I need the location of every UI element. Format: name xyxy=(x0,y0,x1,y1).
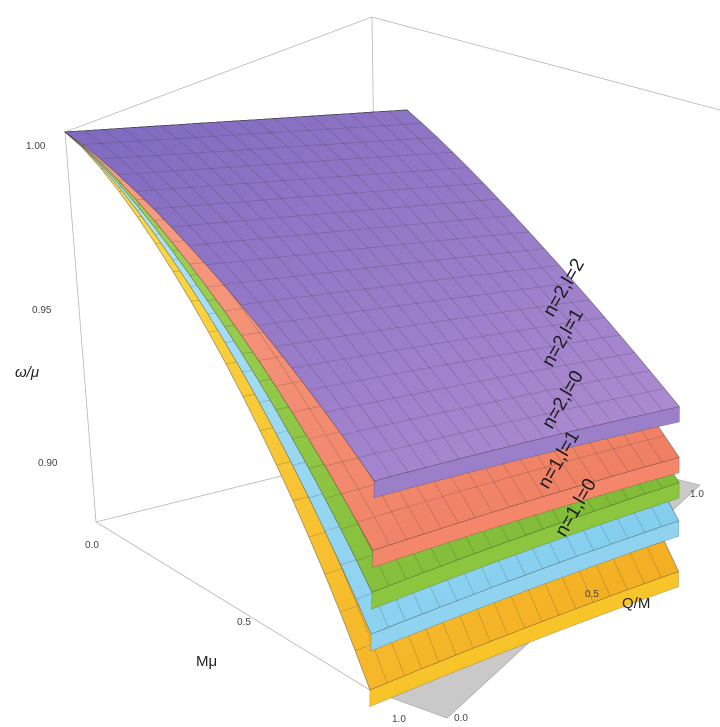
mesh-line xyxy=(292,117,579,431)
mesh-line xyxy=(341,370,650,436)
mesh-line xyxy=(82,122,423,145)
y-tick-label: 1.0 xyxy=(392,714,406,725)
mesh-line xyxy=(240,265,560,306)
surface-front-edge xyxy=(371,482,680,610)
x-tick-label: 1.0 xyxy=(690,489,704,500)
y-axis-ticks: 0.0 0.5 1.0 xyxy=(85,540,406,725)
mesh-line xyxy=(153,182,484,210)
y-axis-title: Mμ xyxy=(196,653,217,670)
mesh-line xyxy=(171,198,499,228)
mesh-line xyxy=(387,110,663,411)
z-tick-label: 0.90 xyxy=(38,458,58,469)
mesh-line xyxy=(274,299,590,347)
x-tick-label: 0.0 xyxy=(454,713,468,724)
mesh-line xyxy=(235,120,528,443)
mesh-line xyxy=(159,125,460,460)
mesh-line xyxy=(188,215,514,246)
surface-front-edge xyxy=(369,571,679,708)
mesh-line xyxy=(357,435,665,523)
x-tick-label: 0.5 xyxy=(585,589,599,600)
surface-n-2-l-2 xyxy=(63,109,681,499)
x-axis-title: Q/M xyxy=(622,595,650,612)
mesh-line xyxy=(206,231,530,266)
mesh-line xyxy=(197,123,494,451)
mesh-line xyxy=(325,352,635,413)
mesh-line xyxy=(135,167,469,192)
mesh-line xyxy=(273,118,562,435)
mesh-line xyxy=(368,112,646,415)
mesh-line xyxy=(257,282,575,326)
mesh-line xyxy=(254,119,545,439)
surface-sheet xyxy=(63,109,681,482)
surface-front-edge xyxy=(372,457,680,568)
z-tick-label: 1.00 xyxy=(26,141,46,152)
y-tick-label: 0.0 xyxy=(85,540,99,551)
mesh-line xyxy=(358,388,665,459)
mesh-line xyxy=(311,115,596,427)
surfaces xyxy=(63,109,681,708)
y-tick-label: 0.5 xyxy=(237,617,251,628)
surface-front-edge xyxy=(370,520,680,652)
z-tick-label: 0.95 xyxy=(32,305,52,316)
surface-front-edge xyxy=(373,406,680,499)
mesh-line xyxy=(349,113,630,419)
mesh-line xyxy=(118,151,453,175)
mesh-line xyxy=(308,334,620,391)
mesh-line xyxy=(330,114,613,423)
mesh-line xyxy=(216,121,511,447)
mesh-line xyxy=(178,124,477,455)
mesh-line xyxy=(140,126,443,464)
mesh-line xyxy=(102,129,409,473)
z-axis-title: ω/μ xyxy=(15,364,39,381)
mesh-line xyxy=(100,137,438,160)
mesh-line xyxy=(223,248,545,285)
mesh-line xyxy=(83,130,392,477)
mesh-line xyxy=(291,317,605,369)
x-axis-ticks: 0.0 0.5 1.0 xyxy=(454,489,704,724)
z-axis-ticks: 1.00 0.95 0.90 xyxy=(26,141,58,469)
mesh-line xyxy=(121,128,426,468)
